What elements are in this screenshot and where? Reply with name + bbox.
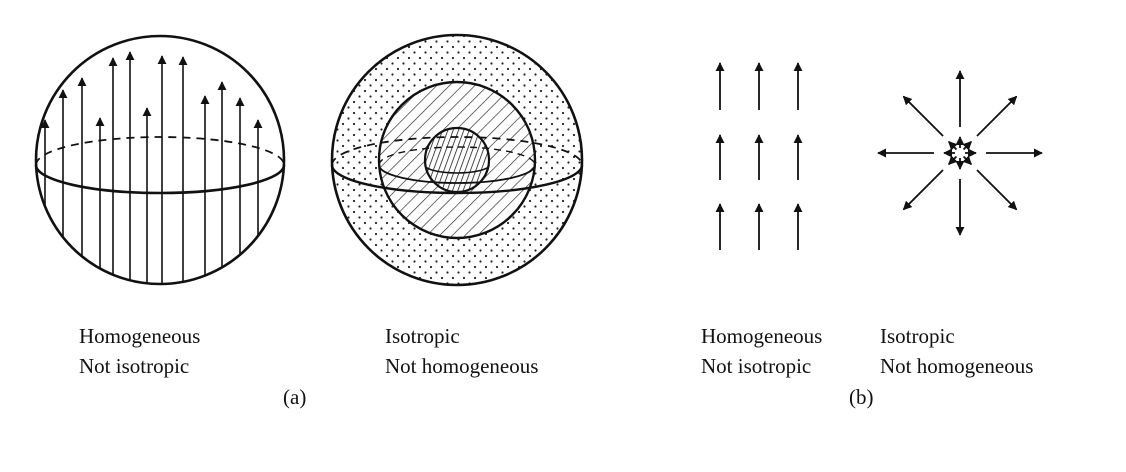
arrow bbox=[962, 141, 972, 151]
arrow bbox=[902, 95, 944, 137]
field-arrows bbox=[40, 51, 263, 284]
arrow bbox=[948, 141, 958, 151]
label-b-left-line2: Not isotropic bbox=[701, 354, 811, 378]
label-b-right-line1: Isotropic bbox=[880, 324, 955, 348]
radial-arrow-field bbox=[877, 70, 1043, 236]
arrow bbox=[976, 169, 1018, 211]
label-a-left-line1: Homogeneous bbox=[79, 324, 200, 348]
arrow bbox=[948, 155, 958, 165]
label-a-right-line2: Not homogeneous bbox=[385, 354, 538, 378]
label-a-right-line1: Isotropic bbox=[385, 324, 460, 348]
homogeneous-sphere bbox=[34, 34, 286, 286]
label-b-right-line2: Not homogeneous bbox=[880, 354, 1033, 378]
label-b-left-line1: Homogeneous bbox=[701, 324, 822, 348]
arrow bbox=[902, 169, 944, 211]
caption-a: (a) bbox=[283, 385, 306, 409]
label-a-left-line2: Not isotropic bbox=[79, 354, 189, 378]
arrow bbox=[976, 95, 1018, 137]
caption-b: (b) bbox=[849, 385, 874, 409]
arrow bbox=[962, 155, 972, 165]
uniform-arrow-field bbox=[715, 62, 803, 250]
isotropic-sphere bbox=[330, 33, 584, 287]
